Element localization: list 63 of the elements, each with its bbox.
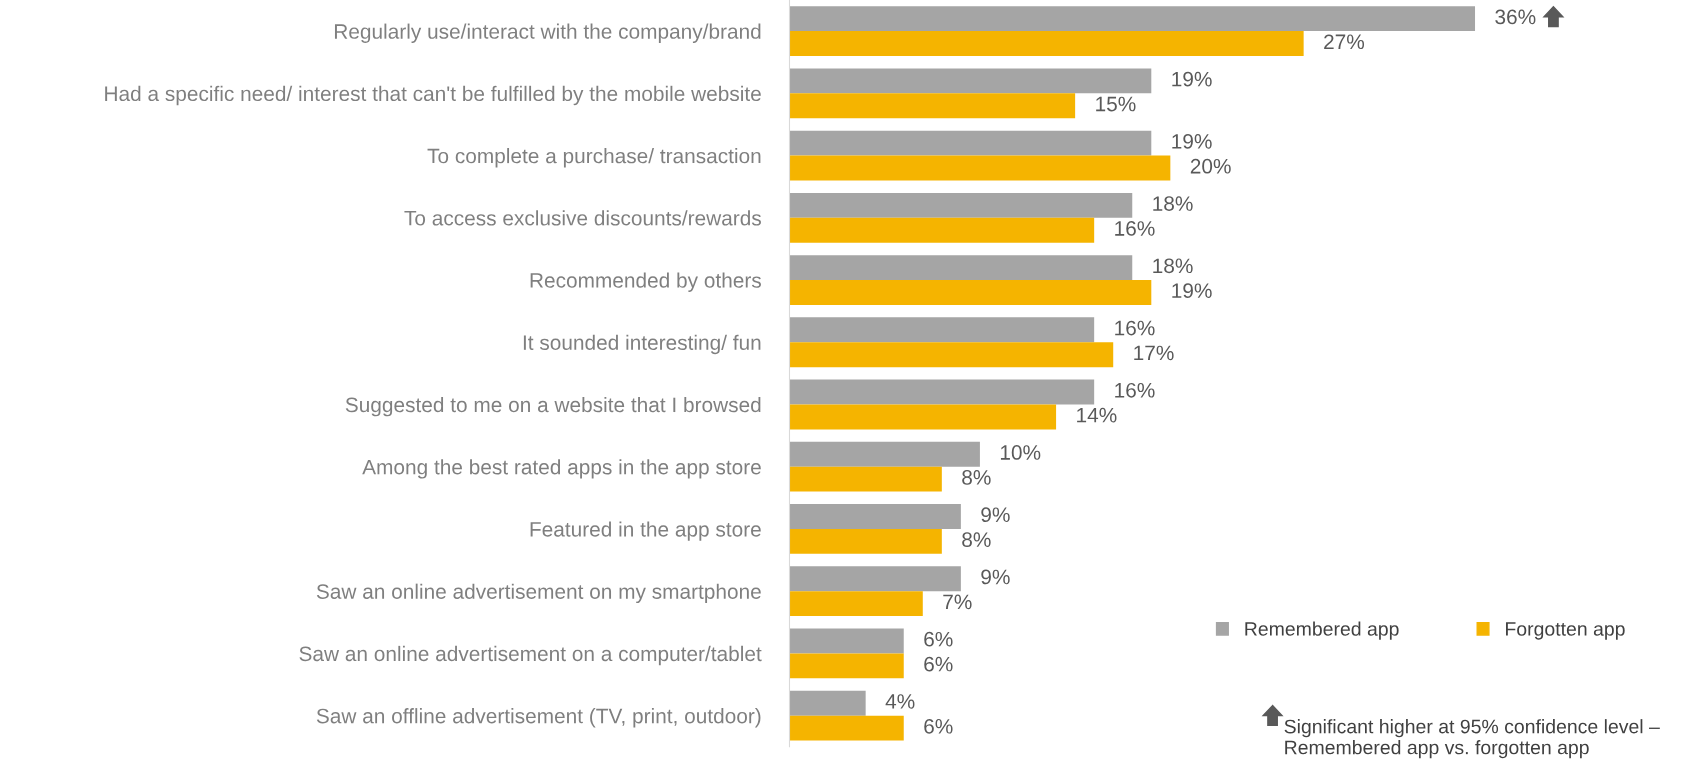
data-label: 16% — [1115, 320, 1155, 336]
bar — [789, 130, 1152, 156]
y-tick-label: Regularly use/interact with the company/brand — [334, 23, 761, 43]
y-tick-label: It sounded interesting/ fun — [523, 334, 761, 355]
bar — [789, 192, 1133, 218]
y-tick-label: Saw an offline advertisement (TV, print, outdoor) — [316, 708, 761, 728]
bar — [789, 690, 866, 716]
bar — [789, 379, 1095, 405]
data-label: 14% — [1077, 407, 1117, 423]
y-tick-label: Suggested to me on a website that I browsed — [345, 396, 761, 417]
y-tick-label: Recommended by others — [530, 272, 761, 292]
bar — [789, 317, 1095, 343]
y-tick-label: Featured in the app store — [530, 521, 761, 541]
data-label: 9% — [981, 569, 1010, 585]
bar — [789, 155, 1171, 181]
bar — [789, 504, 961, 529]
data-label: 7% — [943, 594, 972, 610]
data-label: 19% — [1172, 71, 1212, 87]
bar — [789, 6, 1476, 32]
bar — [789, 591, 923, 617]
data-label: 18% — [1153, 196, 1193, 211]
data-label: 36% — [1495, 9, 1536, 25]
bar — [789, 441, 980, 467]
data-label: 18% — [1153, 258, 1193, 274]
data-label: 17% — [1134, 345, 1174, 361]
bar — [789, 255, 1133, 281]
y-tick-label: Among the best rated apps in the app store — [362, 459, 761, 479]
bar — [789, 217, 1095, 243]
legend-label: Remembered app — [1245, 621, 1399, 640]
bar — [789, 68, 1152, 94]
data-label: 4% — [885, 694, 915, 709]
legend-label: Forgotten app — [1506, 622, 1625, 640]
data-label: 6% — [924, 718, 953, 734]
data-label: 8% — [962, 470, 991, 485]
y-tick-label: Saw an online advertisement on a computer/tablet — [299, 645, 762, 666]
data-label: 6% — [924, 656, 953, 672]
data-label: 16% — [1115, 382, 1155, 398]
annotation: Significant higher at 95% confidence level – Remembered app vs. forgotten app — [1284, 719, 1660, 759]
data-label: 20% — [1190, 158, 1231, 174]
data-label: 6% — [924, 631, 953, 647]
bar — [789, 466, 942, 492]
bar — [789, 528, 942, 554]
bar — [789, 566, 961, 592]
bar — [789, 628, 904, 654]
data-label: 27% — [1324, 34, 1365, 50]
y-tick-label: Saw an online advertisement on my smartphone — [316, 583, 761, 604]
y-tick-label: Had a specific need/ interest that can't be fulfilled by the mobile website — [105, 85, 761, 106]
data-label: 8% — [962, 532, 991, 547]
bar — [789, 342, 1114, 368]
data-label: 16% — [1115, 221, 1155, 236]
data-label: 15% — [1096, 96, 1136, 112]
data-label: 10% — [1000, 445, 1041, 460]
bar — [789, 404, 1057, 430]
bar — [789, 653, 904, 679]
data-label: 9% — [981, 507, 1010, 523]
data-label: 19% — [1172, 133, 1212, 149]
data-label: 19% — [1172, 283, 1212, 299]
bar — [789, 280, 1152, 305]
y-tick-label: To access exclusive discounts/rewards — [404, 210, 761, 226]
y-tick-label: To complete a purchase/ transaction — [427, 148, 761, 168]
bar — [789, 715, 904, 741]
bar — [789, 93, 1076, 119]
bar — [789, 31, 1304, 57]
